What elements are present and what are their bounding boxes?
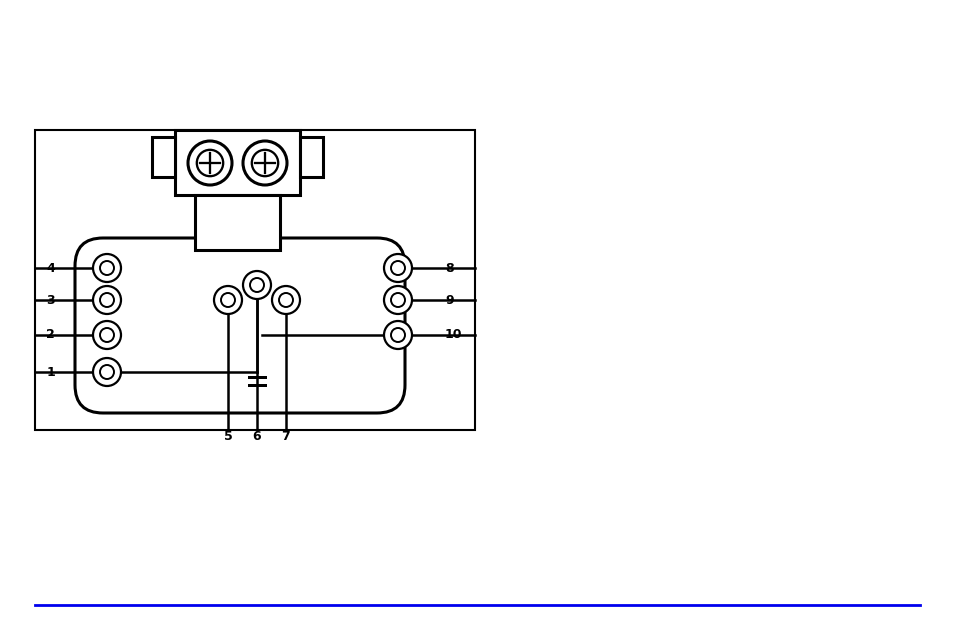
Circle shape	[384, 321, 412, 349]
Bar	[35, 130, 475, 430]
Text: 2: 2	[46, 329, 55, 342]
Circle shape	[213, 286, 242, 314]
Text: 9: 9	[444, 293, 453, 307]
Bar	[299, 137, 323, 177]
Bar	[152, 137, 174, 177]
Circle shape	[92, 286, 121, 314]
Text: 3: 3	[47, 293, 55, 307]
Circle shape	[384, 254, 412, 282]
Circle shape	[243, 141, 287, 185]
Circle shape	[92, 254, 121, 282]
FancyBboxPatch shape	[75, 238, 405, 413]
Text: 7: 7	[281, 430, 290, 443]
Text: 4: 4	[46, 261, 55, 275]
Circle shape	[243, 271, 271, 299]
Bar	[174, 130, 299, 195]
Text: 5: 5	[223, 430, 233, 443]
Text: 10: 10	[444, 329, 462, 342]
Circle shape	[384, 286, 412, 314]
Circle shape	[272, 286, 299, 314]
Circle shape	[188, 141, 232, 185]
Text: 1: 1	[46, 366, 55, 378]
Bar	[194, 195, 280, 250]
Text: 8: 8	[444, 261, 453, 275]
Text: 6: 6	[253, 430, 261, 443]
Circle shape	[92, 321, 121, 349]
Circle shape	[92, 358, 121, 386]
